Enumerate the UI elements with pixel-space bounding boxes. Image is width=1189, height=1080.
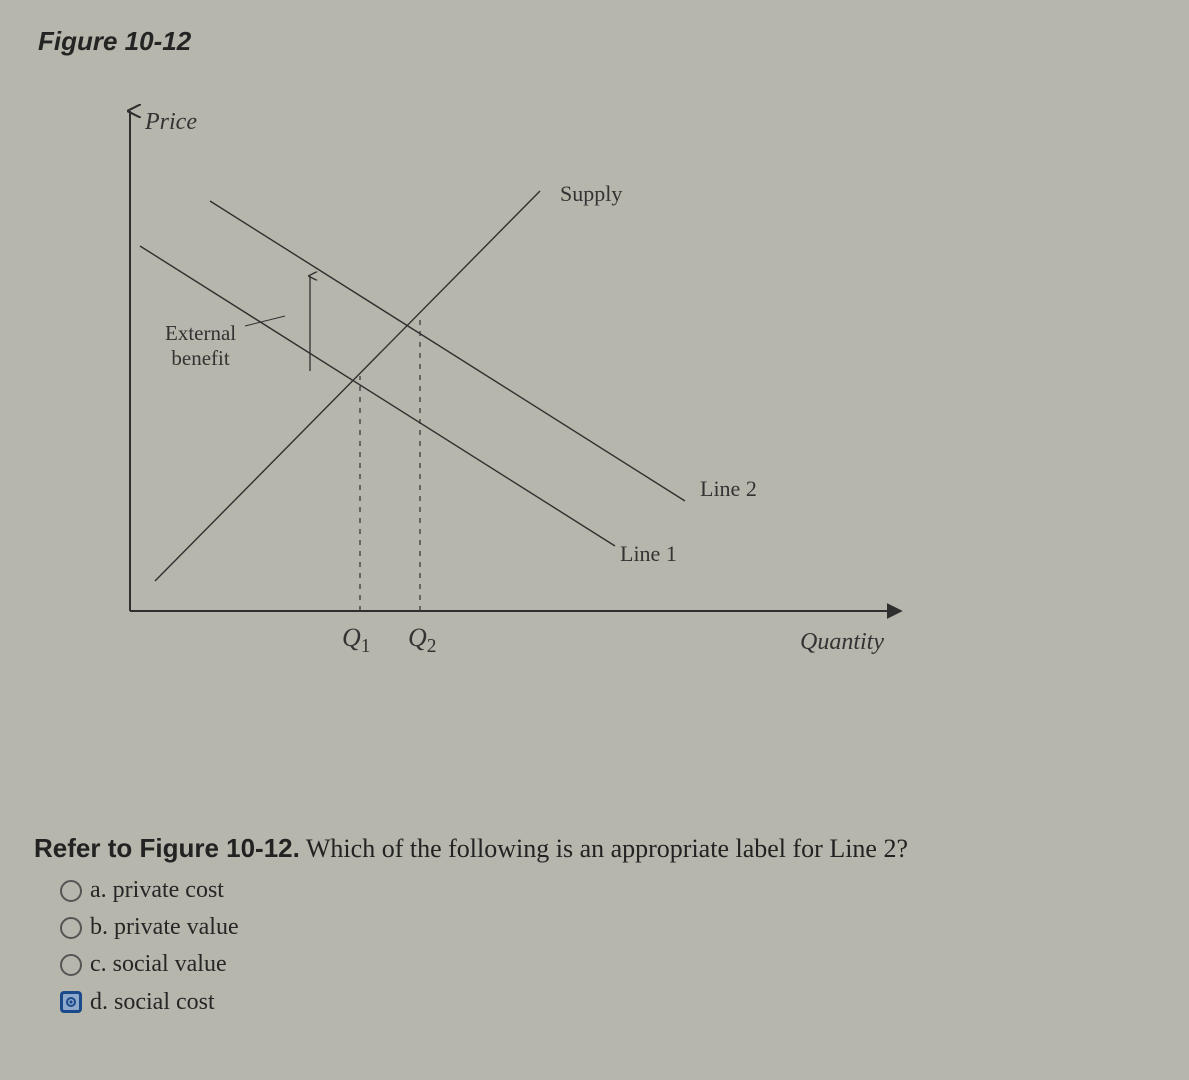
page: Figure 10-12 — [0, 0, 1189, 1080]
question-stem-bold: Refer to Figure 10-12. — [34, 833, 300, 863]
option-a[interactable]: a. private cost — [60, 872, 1159, 909]
question-stem-rest: Which of the following is an appropriate… — [300, 834, 908, 863]
option-c[interactable]: c. social value — [60, 946, 1159, 983]
option-label: c. social value — [90, 946, 227, 983]
options-list: a. private costb. private valuec. social… — [60, 872, 1159, 1021]
question-block: Refer to Figure 10-12. Which of the foll… — [34, 831, 1159, 1021]
option-label: d. social cost — [90, 984, 215, 1021]
chart-svg — [60, 71, 940, 691]
option-b[interactable]: b. private value — [60, 909, 1159, 946]
line-2 — [210, 201, 685, 501]
chart: Price Quantity Supply Line 1 Line 2 Exte… — [60, 71, 940, 691]
figure-title: Figure 10-12 — [38, 26, 1159, 57]
supply-line — [155, 191, 540, 581]
option-label: b. private value — [90, 909, 239, 946]
q1-label: Q1 — [342, 623, 371, 658]
question-stem: Refer to Figure 10-12. Which of the foll… — [34, 831, 1159, 866]
radio-icon[interactable] — [60, 991, 82, 1013]
x-axis-label: Quantity — [800, 629, 884, 656]
radio-icon[interactable] — [60, 954, 82, 976]
q2-label: Q2 — [408, 623, 437, 658]
supply-label: Supply — [560, 181, 622, 207]
radio-icon[interactable] — [60, 880, 82, 902]
line-1-label: Line 1 — [620, 541, 677, 567]
radio-icon[interactable] — [60, 917, 82, 939]
y-axis-label: Price — [145, 109, 197, 136]
line-2-label: Line 2 — [700, 476, 757, 502]
option-d[interactable]: d. social cost — [60, 984, 1159, 1021]
line-1 — [140, 246, 615, 546]
external-benefit-label: External benefit — [165, 321, 236, 371]
option-label: a. private cost — [90, 872, 224, 909]
